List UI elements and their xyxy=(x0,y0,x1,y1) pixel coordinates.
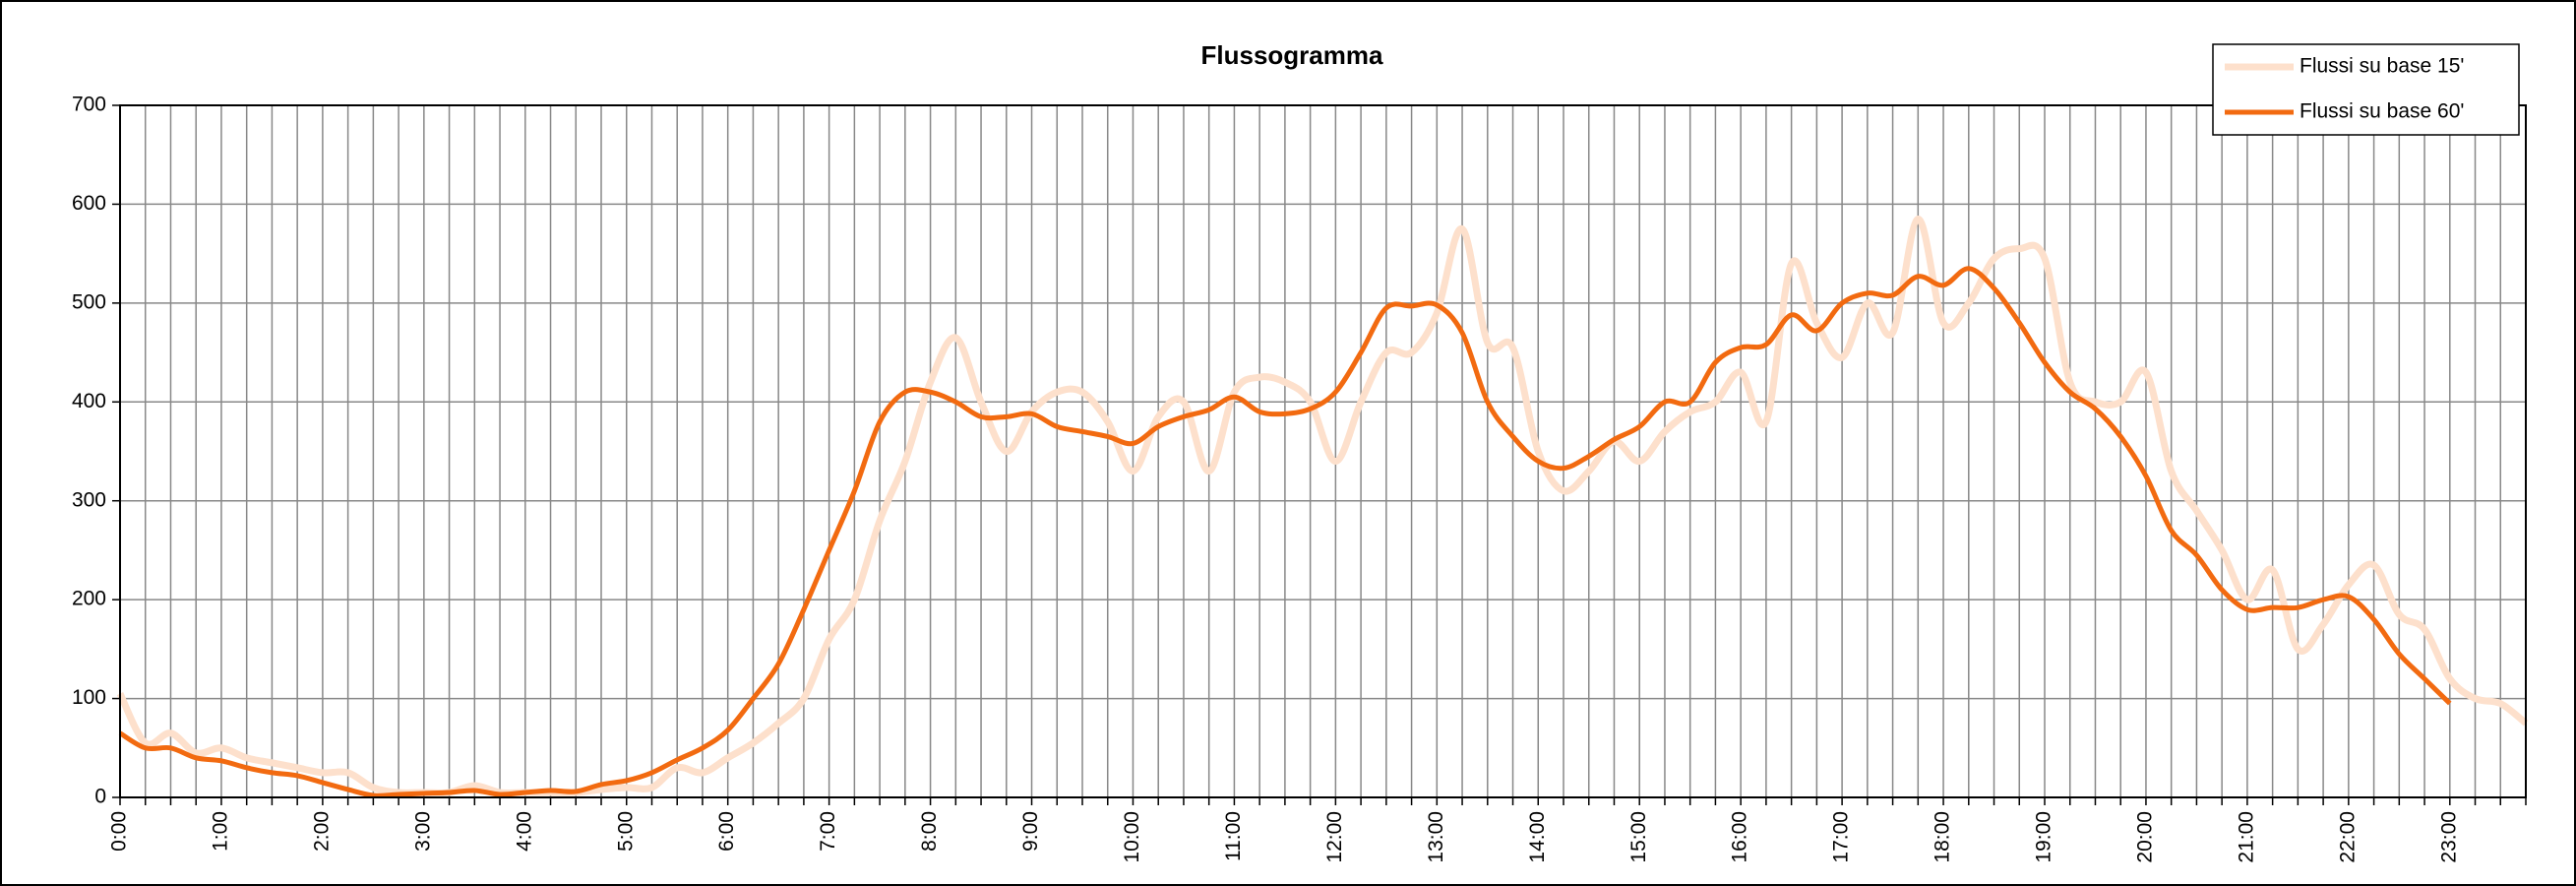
x-tick-label: 23:00 xyxy=(2437,811,2460,863)
y-tick-label: 300 xyxy=(72,488,106,511)
x-tick-label: 6:00 xyxy=(715,811,738,852)
x-tick-label: 18:00 xyxy=(1932,811,1954,863)
legend-label: Flussi su base 15' xyxy=(2300,55,2464,78)
y-tick-label: 200 xyxy=(72,588,106,610)
x-tick-label: 14:00 xyxy=(1526,811,1549,863)
x-tick-label: 19:00 xyxy=(2033,811,2055,863)
x-tick-label: 10:00 xyxy=(1121,811,1143,863)
x-tick-label: 21:00 xyxy=(2235,811,2257,863)
x-tick-label: 20:00 xyxy=(2133,811,2156,863)
x-tick-label: 1:00 xyxy=(209,811,231,852)
x-tick-label: 8:00 xyxy=(918,811,941,852)
x-tick-label: 7:00 xyxy=(817,811,839,852)
x-tick-label: 4:00 xyxy=(513,811,535,852)
legend-box xyxy=(2212,43,2520,136)
legend-label: Flussi su base 60' xyxy=(2300,100,2464,123)
x-tick-label: 11:00 xyxy=(1222,811,1245,861)
x-tick-label: 2:00 xyxy=(310,811,333,852)
x-tick-label: 0:00 xyxy=(108,811,131,852)
x-tick-label: 22:00 xyxy=(2336,811,2359,863)
x-tick-label: 13:00 xyxy=(1425,811,1447,863)
y-tick-label: 0 xyxy=(94,786,106,808)
series-line xyxy=(118,266,2452,798)
y-tick-label: 700 xyxy=(72,94,106,116)
y-tick-label: 600 xyxy=(72,192,106,215)
lines xyxy=(116,215,2529,798)
plot-frame xyxy=(119,104,2527,798)
x-tick-label: 15:00 xyxy=(1627,811,1650,863)
x-tick-label: 12:00 xyxy=(1323,811,1346,863)
x-tick-label: 5:00 xyxy=(614,811,637,852)
x-tick-label: 16:00 xyxy=(1729,811,1751,863)
y-tick-label: 100 xyxy=(72,686,106,709)
y-tick-label: 500 xyxy=(72,290,106,313)
x-tick-label: 9:00 xyxy=(1019,811,1042,852)
y-tick-label: 400 xyxy=(72,390,106,412)
x-tick-label: 17:00 xyxy=(1830,811,1853,863)
x-tick-label: 3:00 xyxy=(411,811,434,852)
chart-title: Flussogramma xyxy=(1201,40,1383,70)
